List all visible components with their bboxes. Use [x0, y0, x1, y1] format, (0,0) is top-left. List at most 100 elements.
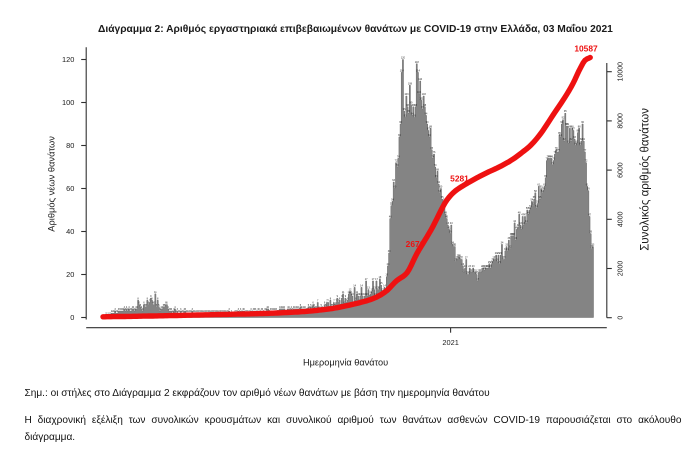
- svg-text:5: 5: [146, 304, 148, 307]
- svg-text:73: 73: [546, 158, 549, 161]
- svg-text:82: 82: [563, 138, 566, 141]
- svg-text:2: 2: [186, 310, 188, 313]
- svg-text:22: 22: [483, 267, 486, 270]
- svg-text:27: 27: [465, 256, 468, 259]
- svg-text:62: 62: [437, 181, 440, 184]
- svg-text:120: 120: [62, 55, 74, 64]
- svg-text:23: 23: [484, 265, 487, 268]
- svg-text:23: 23: [468, 265, 471, 268]
- svg-text:2: 2: [200, 310, 202, 313]
- svg-text:29: 29: [495, 252, 498, 255]
- svg-text:2: 2: [201, 310, 203, 313]
- svg-text:5: 5: [321, 304, 323, 307]
- svg-text:2000: 2000: [617, 261, 624, 277]
- svg-text:88: 88: [578, 125, 581, 128]
- svg-text:103: 103: [404, 93, 409, 96]
- svg-text:10: 10: [357, 293, 360, 296]
- svg-text:14: 14: [353, 284, 356, 287]
- svg-text:20: 20: [475, 272, 478, 275]
- svg-text:2: 2: [193, 310, 195, 313]
- svg-text:71: 71: [551, 162, 554, 165]
- svg-text:58: 58: [541, 190, 544, 193]
- svg-text:4: 4: [302, 306, 304, 309]
- svg-text:3: 3: [125, 308, 127, 311]
- svg-text:74: 74: [550, 155, 553, 158]
- svg-text:3: 3: [270, 308, 272, 311]
- svg-text:76: 76: [554, 151, 557, 154]
- svg-text:2: 2: [219, 310, 221, 313]
- svg-text:6: 6: [324, 302, 326, 305]
- svg-text:2: 2: [182, 310, 184, 313]
- svg-text:3: 3: [142, 308, 144, 311]
- svg-text:3: 3: [274, 308, 276, 311]
- svg-text:13: 13: [376, 287, 379, 290]
- svg-text:18: 18: [379, 276, 382, 279]
- svg-text:5: 5: [140, 304, 142, 307]
- svg-text:23: 23: [464, 265, 467, 268]
- svg-text:2: 2: [195, 310, 197, 313]
- svg-text:76: 76: [433, 151, 436, 154]
- svg-text:87: 87: [572, 128, 575, 131]
- svg-text:2: 2: [222, 310, 224, 313]
- svg-text:21: 21: [474, 269, 477, 272]
- svg-text:72: 72: [395, 160, 398, 163]
- svg-text:6: 6: [148, 302, 150, 305]
- svg-text:90: 90: [560, 121, 563, 124]
- svg-text:17: 17: [375, 278, 378, 281]
- svg-text:6000: 6000: [617, 162, 624, 178]
- svg-text:12: 12: [349, 289, 352, 292]
- svg-text:8: 8: [137, 297, 139, 300]
- svg-text:3: 3: [250, 308, 252, 311]
- svg-text:55: 55: [533, 196, 536, 199]
- svg-text:4: 4: [296, 306, 298, 309]
- svg-text:8: 8: [347, 297, 349, 300]
- svg-text:40: 40: [66, 227, 74, 236]
- svg-text:32: 32: [509, 246, 512, 249]
- svg-text:13: 13: [367, 287, 370, 290]
- svg-text:83: 83: [573, 136, 576, 139]
- svg-text:21: 21: [470, 269, 473, 272]
- svg-text:89: 89: [565, 123, 568, 126]
- svg-text:4: 4: [279, 306, 281, 309]
- svg-text:78: 78: [430, 147, 433, 150]
- svg-text:4000: 4000: [617, 211, 624, 227]
- svg-text:47: 47: [524, 213, 527, 216]
- svg-text:46: 46: [389, 216, 392, 219]
- svg-text:2: 2: [178, 310, 180, 313]
- svg-text:23: 23: [486, 265, 489, 268]
- svg-text:3: 3: [131, 308, 133, 311]
- svg-text:95: 95: [564, 110, 567, 113]
- svg-text:25: 25: [488, 261, 491, 264]
- svg-text:3: 3: [254, 308, 256, 311]
- svg-text:2: 2: [117, 310, 119, 313]
- svg-text:24: 24: [387, 263, 390, 266]
- svg-text:4: 4: [281, 306, 283, 309]
- svg-text:21: 21: [478, 269, 481, 272]
- svg-text:3: 3: [276, 308, 278, 311]
- svg-text:41: 41: [520, 226, 523, 229]
- svg-text:104: 104: [417, 91, 422, 94]
- svg-text:8: 8: [151, 297, 153, 300]
- svg-text:13: 13: [377, 287, 380, 290]
- svg-text:3: 3: [265, 308, 267, 311]
- svg-text:Αριθμός νέων θανάτων: Αριθμός νέων θανάτων: [46, 136, 56, 232]
- svg-text:48: 48: [527, 211, 530, 214]
- svg-text:98: 98: [414, 104, 417, 107]
- svg-text:90: 90: [426, 121, 429, 124]
- svg-text:2: 2: [202, 310, 204, 313]
- svg-text:10587: 10587: [574, 44, 598, 54]
- svg-text:3: 3: [255, 308, 257, 311]
- svg-text:5: 5: [308, 304, 310, 307]
- svg-text:4: 4: [288, 306, 290, 309]
- svg-text:3: 3: [170, 308, 172, 311]
- svg-text:6: 6: [139, 302, 141, 305]
- svg-text:8: 8: [147, 297, 149, 300]
- svg-text:4: 4: [316, 306, 318, 309]
- svg-text:7: 7: [346, 299, 348, 302]
- svg-text:2: 2: [190, 310, 192, 313]
- svg-text:48: 48: [518, 211, 521, 214]
- svg-text:61: 61: [586, 183, 589, 186]
- svg-text:2: 2: [111, 310, 113, 313]
- svg-text:95: 95: [407, 110, 410, 113]
- svg-text:3: 3: [261, 308, 263, 311]
